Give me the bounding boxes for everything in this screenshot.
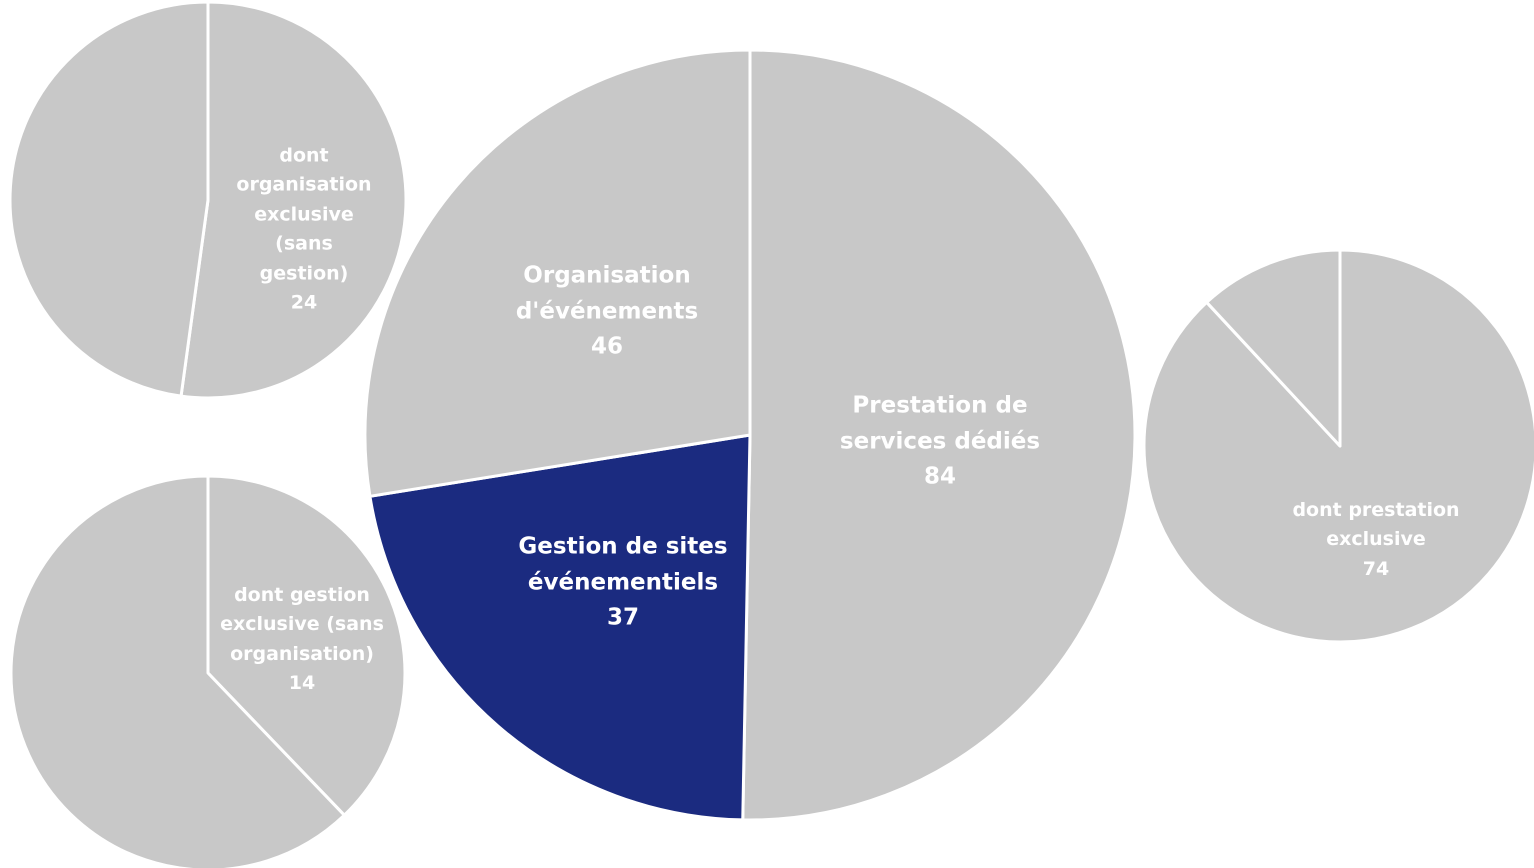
slice-value: 14 xyxy=(288,672,316,695)
slice-label: dont organisation exclusive (sans gestio… xyxy=(229,142,379,319)
slice-label: Gestion de sites événementiels 37 xyxy=(511,530,736,637)
pie-slice xyxy=(363,48,752,498)
slice-category: Prestation de services dédiés xyxy=(839,392,1041,455)
slice-value: 46 xyxy=(590,333,623,360)
slice-label: Prestation de services dédiés 84 xyxy=(830,389,1050,496)
slice-category: Organisation d'événements xyxy=(515,262,699,325)
slice-label: dont prestation exclusive 74 xyxy=(1276,496,1476,584)
pie-slice xyxy=(179,0,408,400)
slice-value: 37 xyxy=(606,604,639,631)
pie-slice xyxy=(9,474,346,868)
pie-slice xyxy=(1205,248,1342,448)
slice-label: Organisation d'événements 46 xyxy=(507,259,707,366)
slice-category: dont organisation exclusive (sans gestio… xyxy=(236,144,372,285)
slice-value: 74 xyxy=(1362,557,1390,580)
slice-category: dont gestion exclusive (sans organisatio… xyxy=(220,584,384,665)
pie-slice xyxy=(368,433,752,822)
pie-slice xyxy=(741,48,1137,822)
slice-category: Gestion de sites événementiels xyxy=(518,533,728,596)
slice-category: dont prestation exclusive xyxy=(1292,498,1460,551)
slice-value: 24 xyxy=(290,291,318,314)
pie-slice xyxy=(206,474,407,817)
pie-slice xyxy=(8,0,210,398)
slice-label: dont gestion exclusive (sans organisatio… xyxy=(210,581,395,699)
slice-value: 84 xyxy=(923,463,956,490)
